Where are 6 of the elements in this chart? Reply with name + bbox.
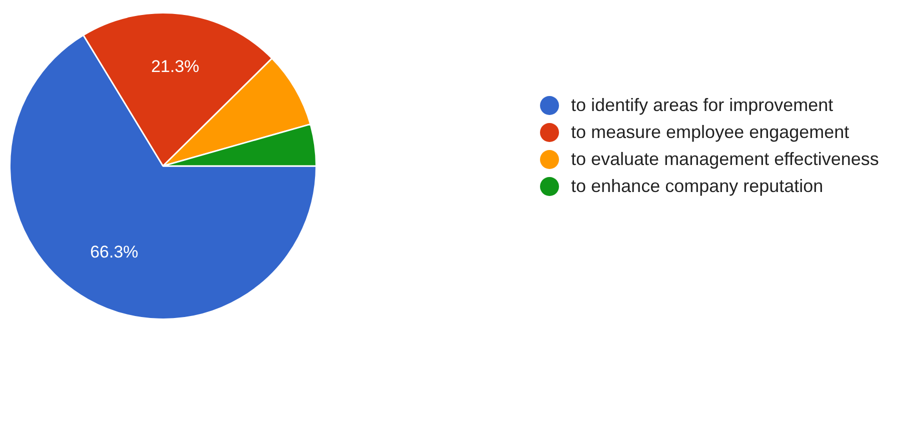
legend-label: to enhance company reputation <box>571 176 824 197</box>
legend-label: to measure employee engagement <box>571 122 850 143</box>
legend-label: to evaluate management effectiveness <box>571 149 879 170</box>
legend-label: to identify areas for improvement <box>571 95 834 116</box>
data-label: 66.3% <box>90 242 138 262</box>
data-label: 21.3% <box>151 56 200 76</box>
